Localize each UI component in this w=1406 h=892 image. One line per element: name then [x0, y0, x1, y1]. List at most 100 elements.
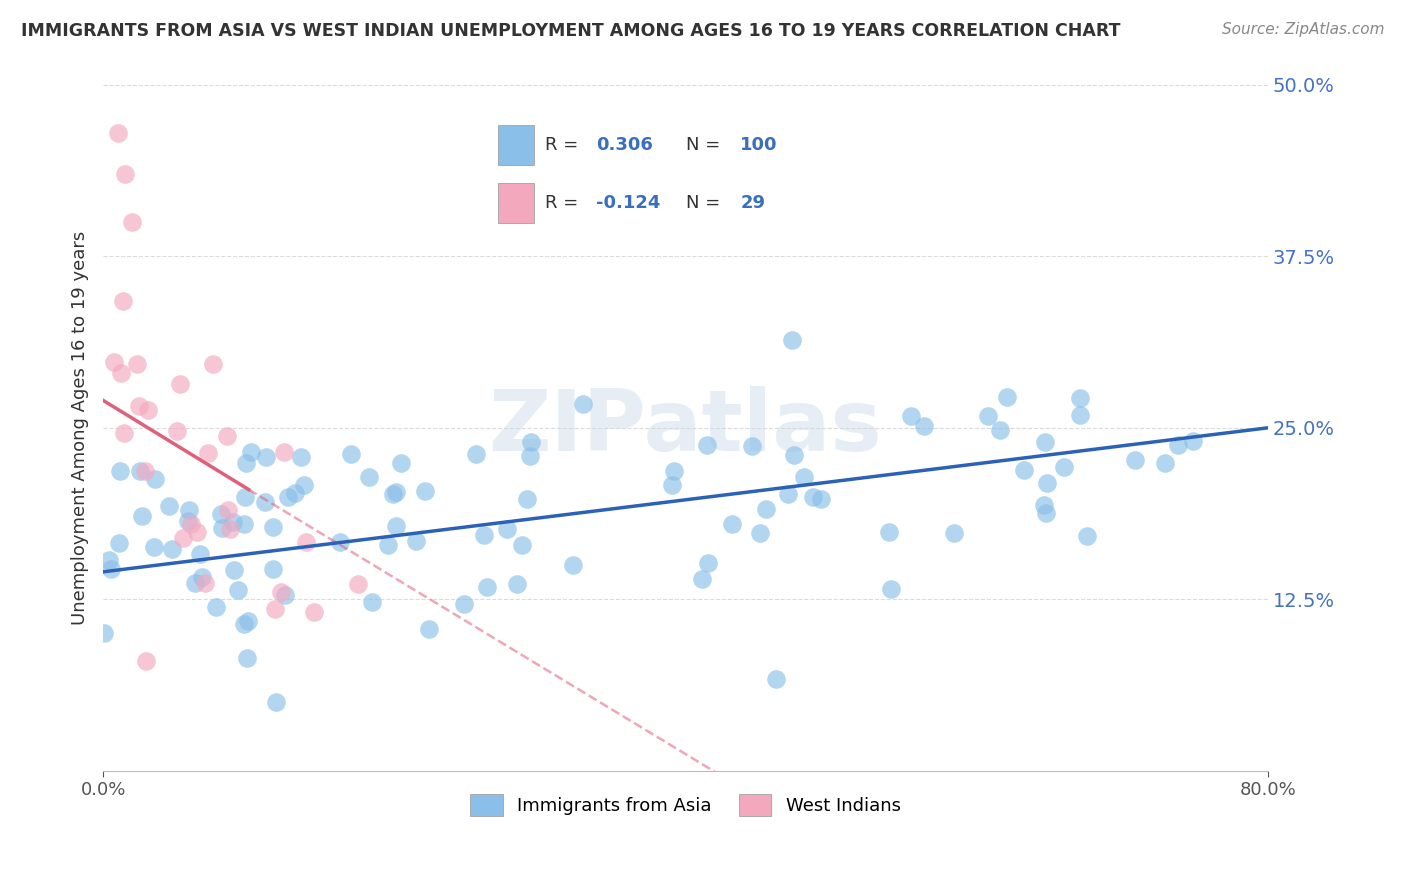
- Point: [697, 556, 720, 570]
- Point: [778, 487, 800, 501]
- Point: [810, 491, 832, 506]
- Point: [290, 450, 312, 464]
- Point: [453, 597, 475, 611]
- Point: [329, 535, 352, 549]
- Point: [506, 577, 529, 591]
- Point: [347, 576, 370, 591]
- Point: [172, 531, 194, 545]
- Point: [186, 524, 208, 539]
- Point: [783, 448, 806, 462]
- Point: [519, 450, 541, 464]
- Point: [143, 472, 166, 486]
- Point: [1076, 529, 1098, 543]
- Point: [211, 521, 233, 535]
- Point: [134, 464, 156, 478]
- Legend: Immigrants from Asia, West Indians: Immigrants from Asia, West Indians: [463, 787, 908, 823]
- Point: [661, 478, 683, 492]
- Point: [720, 516, 742, 531]
- Point: [108, 464, 131, 478]
- Point: [184, 575, 207, 590]
- Point: [103, 355, 125, 369]
- Point: [222, 563, 245, 577]
- Point: [177, 514, 200, 528]
- Point: [900, 409, 922, 423]
- Point: [111, 293, 134, 308]
- Point: [128, 399, 150, 413]
- Point: [233, 490, 256, 504]
- Point: [357, 470, 380, 484]
- Point: [264, 695, 287, 709]
- Point: [107, 126, 129, 140]
- Point: [226, 583, 249, 598]
- Point: [93, 626, 115, 640]
- Point: [389, 456, 412, 470]
- Point: [520, 435, 543, 450]
- Point: [239, 445, 262, 459]
- Point: [215, 428, 238, 442]
- Point: [131, 509, 153, 524]
- Point: [100, 562, 122, 576]
- Point: [516, 491, 538, 506]
- Point: [179, 502, 201, 516]
- Point: [472, 527, 495, 541]
- Point: [912, 419, 935, 434]
- Point: [254, 450, 277, 464]
- Point: [114, 167, 136, 181]
- Point: [384, 484, 406, 499]
- Point: [264, 602, 287, 616]
- Point: [1035, 475, 1057, 490]
- Point: [377, 538, 399, 552]
- Point: [219, 522, 242, 536]
- Point: [413, 483, 436, 498]
- Point: [197, 445, 219, 459]
- Point: [143, 541, 166, 555]
- Point: [1167, 438, 1189, 452]
- Point: [780, 334, 803, 348]
- Point: [254, 494, 277, 508]
- Y-axis label: Unemployment Among Ages 16 to 19 years: Unemployment Among Ages 16 to 19 years: [72, 231, 89, 625]
- Point: [572, 397, 595, 411]
- Point: [995, 390, 1018, 404]
- Point: [233, 617, 256, 632]
- Point: [233, 516, 256, 531]
- Point: [160, 541, 183, 556]
- Point: [121, 215, 143, 229]
- Point: [191, 570, 214, 584]
- Point: [302, 605, 325, 619]
- Point: [129, 465, 152, 479]
- Point: [194, 576, 217, 591]
- Point: [262, 562, 284, 576]
- Point: [765, 672, 787, 686]
- Text: Source: ZipAtlas.com: Source: ZipAtlas.com: [1222, 22, 1385, 37]
- Point: [235, 456, 257, 470]
- Point: [217, 503, 239, 517]
- Point: [166, 424, 188, 438]
- Point: [801, 490, 824, 504]
- Point: [1123, 453, 1146, 467]
- Point: [202, 357, 225, 371]
- Point: [112, 425, 135, 440]
- Point: [1033, 435, 1056, 450]
- Point: [664, 464, 686, 478]
- Point: [204, 599, 226, 614]
- Point: [180, 516, 202, 531]
- Point: [465, 447, 488, 461]
- Point: [1012, 463, 1035, 477]
- Point: [475, 580, 498, 594]
- Point: [274, 588, 297, 602]
- Point: [418, 622, 440, 636]
- Point: [236, 650, 259, 665]
- Point: [284, 486, 307, 500]
- Point: [496, 522, 519, 536]
- Point: [270, 584, 292, 599]
- Text: IMMIGRANTS FROM ASIA VS WEST INDIAN UNEMPLOYMENT AMONG AGES 16 TO 19 YEARS CORRE: IMMIGRANTS FROM ASIA VS WEST INDIAN UNEM…: [21, 22, 1121, 40]
- Point: [292, 478, 315, 492]
- Point: [1154, 456, 1177, 470]
- Point: [136, 402, 159, 417]
- Point: [942, 526, 965, 541]
- Point: [988, 423, 1011, 437]
- Point: [1069, 391, 1091, 405]
- Point: [188, 547, 211, 561]
- Point: [222, 515, 245, 529]
- Point: [127, 358, 149, 372]
